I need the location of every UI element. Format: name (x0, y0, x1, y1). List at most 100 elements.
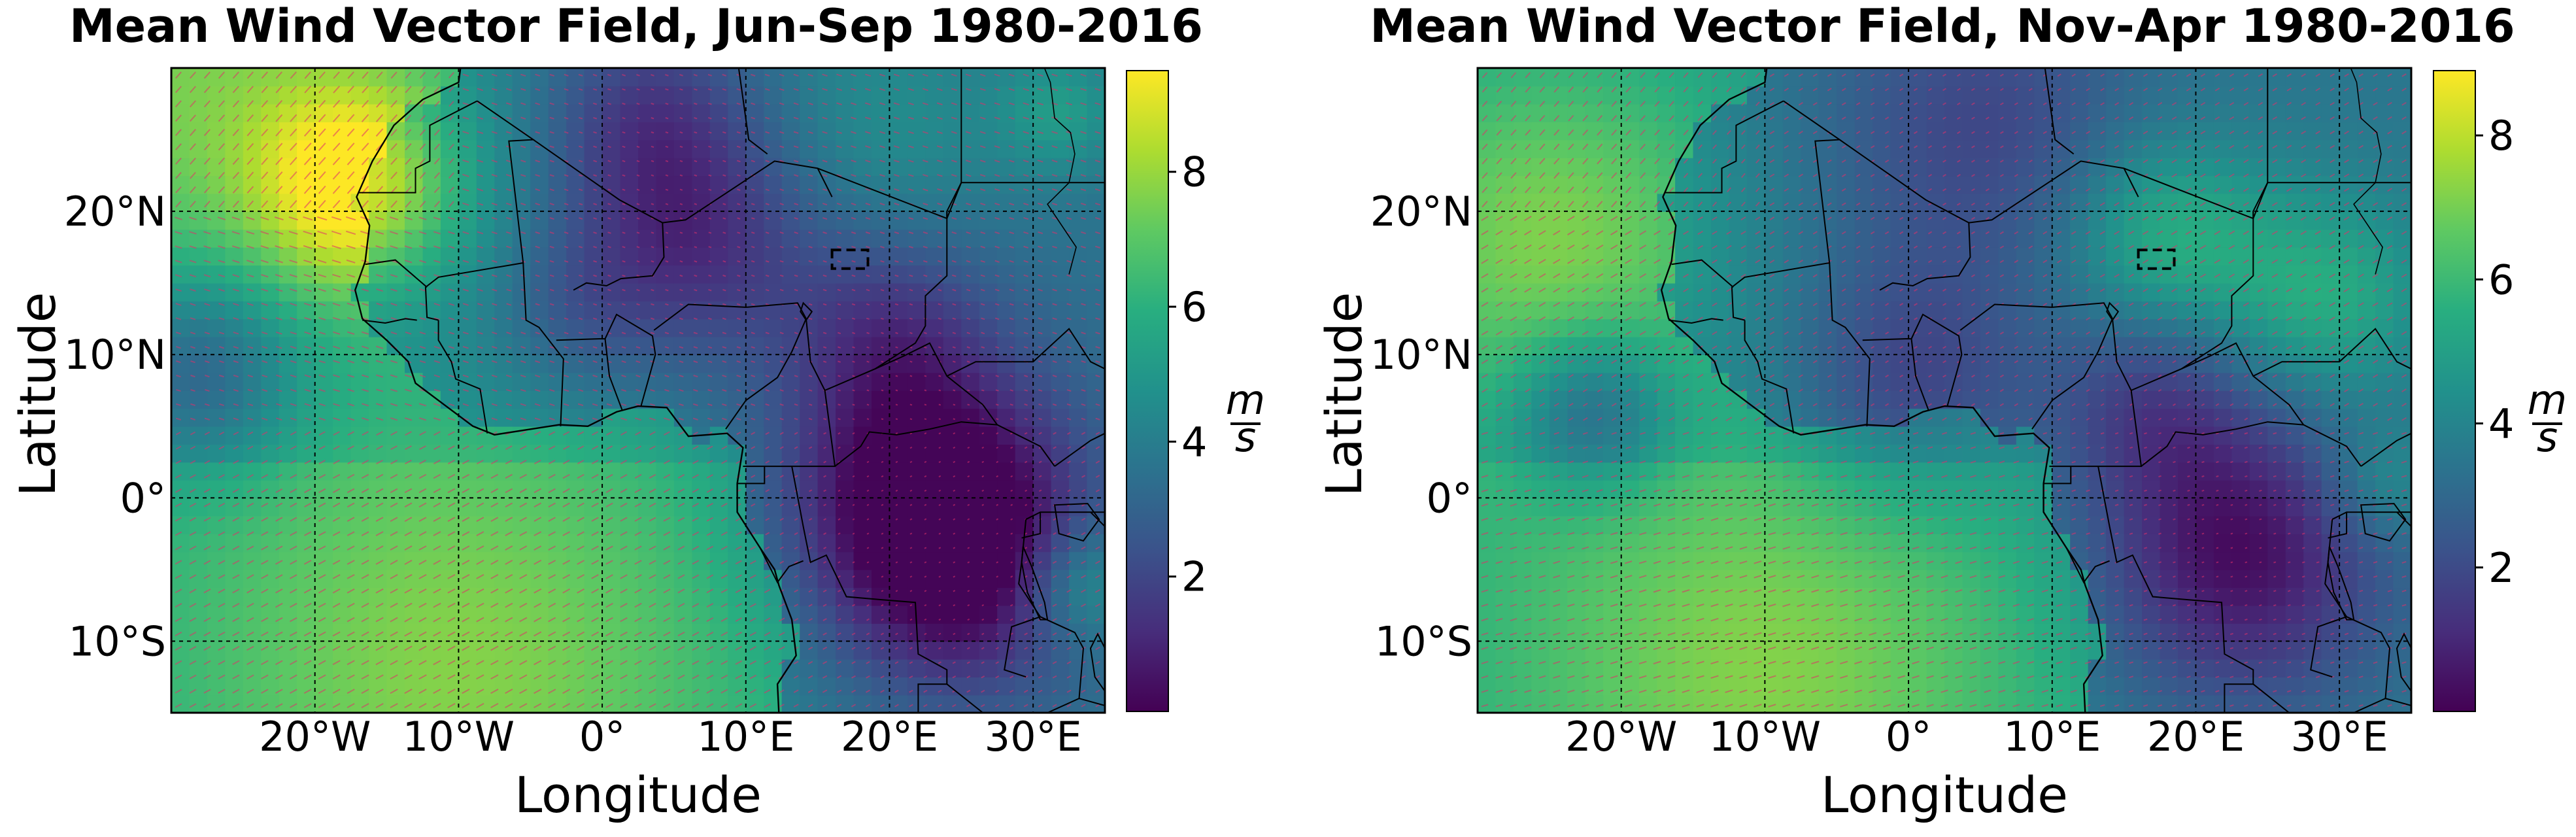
wind-speed-cell (620, 68, 639, 87)
wind-speed-cell (620, 551, 639, 570)
wind-speed-cell (1926, 247, 1945, 266)
wind-speed-cell (1639, 462, 1658, 481)
wind-speed-cell (494, 426, 513, 445)
wind-speed-cell (1818, 229, 1838, 248)
wind-speed-cell (2160, 569, 2178, 589)
wind-speed-cell (1015, 122, 1034, 141)
wind-speed-cell (1513, 677, 1533, 696)
wind-speed-cell (1675, 498, 1694, 517)
wind-speed-cell (764, 247, 783, 266)
wind-speed-cell (2124, 282, 2143, 301)
wind-speed-cell (314, 605, 333, 624)
wind-speed-cell (961, 677, 980, 696)
wind-speed-cell (709, 318, 729, 337)
wind-speed-cell (1980, 301, 1999, 320)
wind-speed-cell (745, 354, 765, 373)
wind-speed-cell (1837, 390, 1856, 409)
wind-speed-cell (1729, 426, 1748, 445)
wind-speed-cell (1087, 211, 1105, 230)
colorbar-tick-label: 6 (2488, 256, 2514, 303)
wind-speed-cell (512, 444, 532, 463)
wind-speed-cell (1818, 641, 1838, 660)
wind-speed-cell (2052, 569, 2071, 589)
colorbar-unit-denominator: s (1235, 413, 1256, 461)
wind-speed-cell (997, 534, 1016, 553)
wind-speed-cell (781, 229, 800, 248)
wind-speed-cell (1711, 139, 1730, 158)
wind-speed-cell (889, 336, 908, 355)
wind-speed-cell (1926, 265, 1945, 284)
wind-speed-cell (566, 605, 585, 624)
wind-speed-cell (836, 68, 855, 87)
wind-speed-cell (764, 282, 783, 301)
wind-speed-cell (1513, 569, 1533, 589)
wind-speed-cell (943, 318, 962, 337)
wind-speed-cell (207, 479, 226, 499)
wind-speed-cell (1890, 462, 1909, 481)
wind-speed-cell (1980, 157, 1999, 177)
wind-speed-cell (1873, 479, 1891, 499)
wind-speed-cell (584, 175, 603, 194)
wind-speed-cell (1980, 247, 1999, 266)
wind-speed-cell (764, 175, 783, 194)
wind-speed-cell (2393, 301, 2411, 320)
wind-speed-cell (2070, 641, 2089, 660)
wind-speed-cell (2195, 211, 2214, 230)
wind-speed-cell (781, 372, 800, 391)
wind-speed-cell (1051, 444, 1070, 463)
wind-speed-cell (656, 68, 675, 87)
wind-speed-cell (1711, 641, 1730, 660)
wind-speed-cell (512, 498, 532, 517)
wind-speed-cell (314, 534, 333, 553)
wind-speed-cell (314, 390, 333, 409)
wind-speed-cell (2195, 551, 2214, 570)
wind-speed-cell (638, 301, 657, 320)
wind-speed-cell (1033, 265, 1052, 284)
wind-speed-cell (2393, 408, 2411, 427)
wind-speed-cell (2249, 587, 2269, 606)
wind-speed-cell (1621, 139, 1640, 158)
wind-speed-cell (512, 658, 532, 677)
wind-speed-cell (1069, 301, 1088, 320)
wind-speed-cell (800, 444, 819, 463)
wind-speed-cell (2213, 498, 2233, 517)
wind-speed-cell (997, 390, 1016, 409)
wind-speed-cell (2034, 354, 2053, 373)
wind-speed-cell (1980, 605, 1999, 624)
wind-speed-cell (1782, 301, 1802, 320)
wind-speed-cell (2393, 534, 2411, 553)
x-tick-labels: 20°W 10°W 0° 10°E 20°E 30°E (259, 713, 1082, 760)
wind-speed-cell (1087, 247, 1105, 266)
wind-speed-cell (1765, 175, 1784, 194)
wind-speed-cell (1980, 479, 1999, 499)
wind-speed-cell (2124, 658, 2143, 677)
wind-speed-cell (530, 282, 549, 301)
wind-speed-cell (405, 408, 424, 427)
wind-speed-cell (1087, 265, 1105, 284)
wind-speed-cell (1944, 68, 1963, 87)
wind-speed-cell (1962, 193, 1981, 212)
wind-speed-cell (1854, 68, 1873, 87)
wind-speed-cell (243, 354, 262, 373)
wind-speed-cell (2016, 265, 2035, 284)
wind-speed-cell (2285, 265, 2305, 284)
wind-speed-cell (1926, 515, 1945, 534)
wind-speed-cell (2160, 282, 2178, 301)
wind-speed-cell (1873, 103, 1891, 122)
wind-speed-cell (1854, 265, 1873, 284)
wind-speed-cell (584, 641, 603, 660)
wind-speed-cell (279, 139, 298, 158)
wind-speed-cell (566, 139, 585, 158)
wind-speed-cell (979, 336, 998, 355)
wind-speed-cell (2231, 498, 2250, 517)
wind-speed-cell (853, 479, 872, 499)
x-tick-label: 10°W (403, 713, 515, 760)
wind-speed-cell (602, 534, 621, 553)
wind-speed-cell (1675, 301, 1694, 320)
wind-speed-cell (1015, 498, 1034, 517)
wind-speed-cell (2195, 282, 2214, 301)
wind-speed-cell (709, 229, 729, 248)
wind-speed-cell (2231, 175, 2250, 194)
wind-speed-cell (817, 282, 836, 301)
